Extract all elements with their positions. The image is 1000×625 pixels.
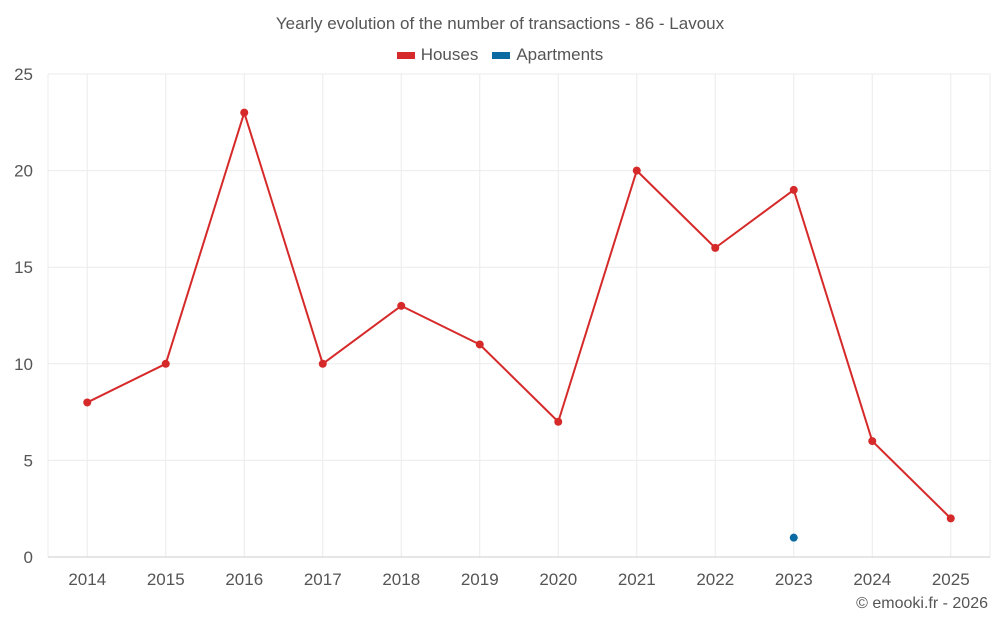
data-point-houses xyxy=(946,514,955,523)
legend-item-apartments[interactable]: Apartments xyxy=(492,45,603,65)
data-point-houses xyxy=(83,398,92,407)
x-tick-label: 2019 xyxy=(461,570,499,589)
x-tick-label: 2024 xyxy=(853,570,891,589)
x-tick-label: 2017 xyxy=(304,570,342,589)
x-tick-label: 2016 xyxy=(225,570,263,589)
x-tick-label: 2023 xyxy=(775,570,813,589)
credit-footer: © emooki.fr - 2026 xyxy=(856,595,988,612)
y-tick-label: 15 xyxy=(14,258,33,277)
data-point-houses xyxy=(475,340,484,349)
legend-item-houses[interactable]: Houses xyxy=(396,45,479,65)
data-point-houses xyxy=(161,359,170,368)
data-point-houses xyxy=(868,437,877,446)
data-point-houses xyxy=(397,301,406,310)
y-tick-label: 10 xyxy=(14,355,33,374)
y-tick-label: 20 xyxy=(14,162,33,181)
y-tick-label: 0 xyxy=(24,548,33,567)
data-point-houses xyxy=(789,185,798,194)
legend-swatch-houses xyxy=(396,51,415,59)
x-tick-label: 2020 xyxy=(539,570,577,589)
x-tick-label: 2025 xyxy=(932,570,970,589)
x-tick-label: 2015 xyxy=(147,570,185,589)
legend-swatch-apartments xyxy=(492,51,511,59)
x-tick-label: 2022 xyxy=(696,570,734,589)
x-tick-label: 2021 xyxy=(618,570,656,589)
data-point-houses xyxy=(318,359,327,368)
legend-label-apartments: Apartments xyxy=(516,45,604,64)
data-point-houses xyxy=(632,166,641,175)
x-tick-label: 2014 xyxy=(68,570,106,589)
data-point-houses xyxy=(711,243,720,252)
data-point-houses xyxy=(554,417,563,426)
legend-label-houses: Houses xyxy=(420,45,479,64)
legend: Houses Apartments xyxy=(0,45,1000,65)
data-point-houses xyxy=(240,108,249,117)
y-tick-label: 25 xyxy=(14,65,33,84)
x-tick-label: 2018 xyxy=(382,570,420,589)
series-line-houses xyxy=(86,111,952,520)
data-point-apartments xyxy=(789,533,798,542)
chart-title: Yearly evolution of the number of transa… xyxy=(275,14,725,33)
y-tick-label: 5 xyxy=(24,451,33,470)
